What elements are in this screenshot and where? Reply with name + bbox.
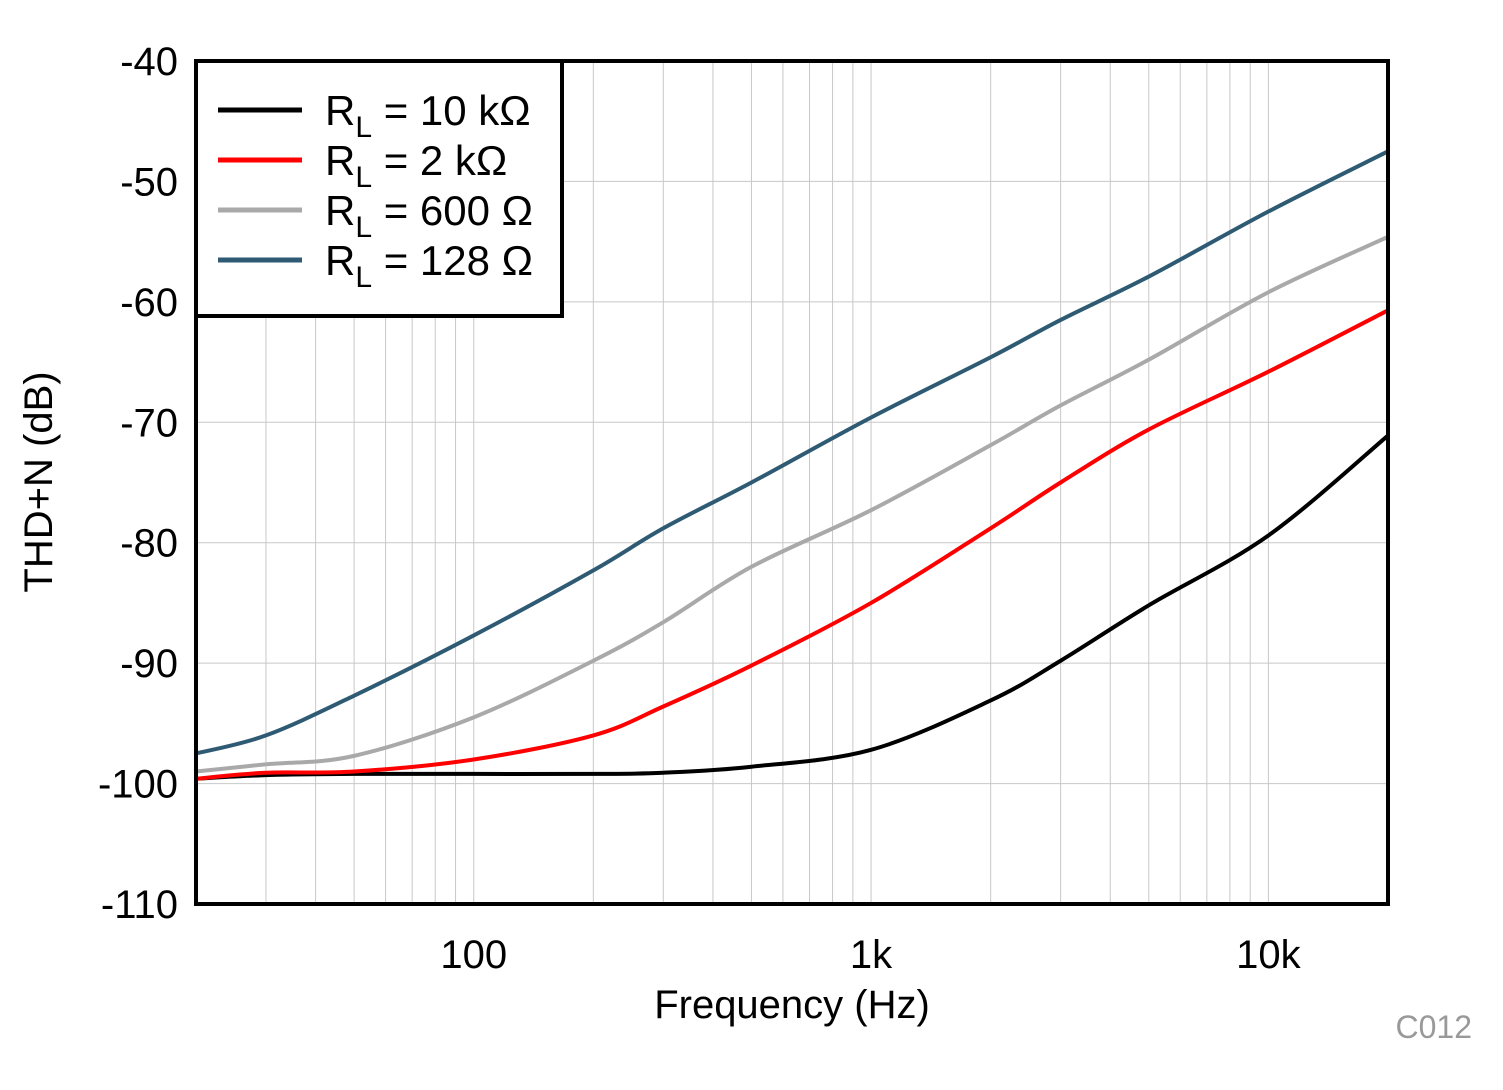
legend-label: RL = 600 Ω [325, 187, 533, 244]
y-tick-label: -80 [120, 522, 178, 566]
y-tick-label: -100 [98, 763, 178, 807]
x-axis-label: Frequency (Hz) [654, 983, 930, 1027]
legend-box [194, 59, 564, 318]
x-tick-label: 1k [850, 933, 893, 977]
series-line [195, 235, 1389, 774]
x-tick-label: 100 [440, 933, 507, 977]
x-tick-label: 10k [1236, 933, 1301, 977]
y-tick-label: -60 [120, 281, 178, 325]
watermark: C012 [1396, 1009, 1473, 1045]
series-lines [195, 149, 1390, 781]
legend-label: RL = 10 kΩ [325, 87, 531, 144]
y-tick-label: -90 [120, 642, 178, 686]
y-tick-labels: -40 -50 -60 -70 -80 -90 -100 -110 [98, 40, 178, 927]
series-line [195, 308, 1389, 781]
plot-frame [194, 59, 1390, 906]
y-tick-label: -70 [120, 401, 178, 445]
legend-label: RL = 128 Ω [325, 237, 533, 294]
series-line [195, 433, 1390, 781]
x-tick-labels: 100 1k 10k [440, 933, 1301, 977]
legend-label: RL = 2 kΩ [325, 137, 507, 194]
y-tick-label: -110 [101, 883, 178, 927]
series-line [195, 149, 1389, 756]
y-tick-label: -40 [120, 40, 178, 84]
y-tick-label: -50 [120, 160, 178, 204]
y-axis-label: THD+N (dB) [17, 371, 61, 592]
